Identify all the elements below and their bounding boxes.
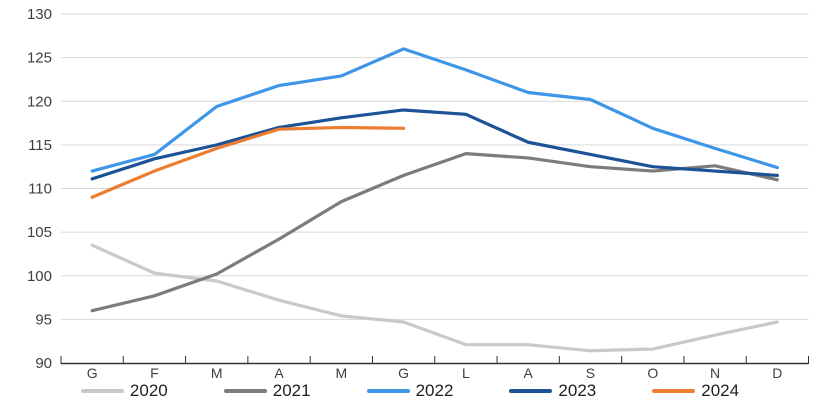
legend-item-2022: 2022 xyxy=(366,381,454,401)
legend-label: 2020 xyxy=(129,381,168,400)
y-axis-label: 95 xyxy=(35,311,52,328)
series-line-2020 xyxy=(90,243,779,353)
series-line-2021 xyxy=(90,152,779,313)
legend-item-2024: 2024 xyxy=(652,381,739,401)
plot-area: 90 95 100 105 110 115 120 125 130 G F M A M G L A S O N D xyxy=(27,6,809,381)
chart-legend: 2020 2021 2022 2023 2024 xyxy=(0,381,820,401)
legend-swatch xyxy=(223,388,267,394)
x-axis-label: F xyxy=(150,365,159,381)
x-axis-label: M xyxy=(211,365,223,381)
legend-swatch xyxy=(80,388,124,394)
y-axis-label: 120 xyxy=(27,93,52,110)
legend-item-2021: 2021 xyxy=(223,381,311,401)
x-axis-label: G xyxy=(398,365,409,381)
y-axis-label: 105 xyxy=(27,224,52,241)
legend-item-2023: 2023 xyxy=(509,381,596,401)
legend-label: 2024 xyxy=(701,381,740,400)
x-axis-label: L xyxy=(462,365,470,381)
legend-swatch xyxy=(366,388,410,394)
legend-label: 2023 xyxy=(558,381,597,400)
y-axis-label: 100 xyxy=(27,268,52,285)
x-axis-label: G xyxy=(87,365,98,381)
x-axis-label: D xyxy=(772,365,782,381)
series-line-2023 xyxy=(90,108,779,181)
x-axis-label: A xyxy=(274,365,284,381)
x-axis-label: M xyxy=(335,365,347,381)
x-axis-label: A xyxy=(524,365,534,381)
y-axis-label: 115 xyxy=(28,137,52,154)
series-line-2024 xyxy=(90,125,406,199)
y-axis-label: 110 xyxy=(28,181,52,198)
x-axis-label: N xyxy=(710,365,720,381)
x-axis-label: O xyxy=(647,365,658,381)
legend-label: 2021 xyxy=(272,381,311,400)
legend-item-2020: 2020 xyxy=(80,381,168,401)
legend-swatch xyxy=(652,388,696,394)
y-axis-label: 125 xyxy=(27,50,52,67)
legend-swatch xyxy=(509,388,553,394)
legend-label: 2022 xyxy=(415,381,454,400)
y-axis-label: 130 xyxy=(27,6,52,23)
series-line-2022 xyxy=(90,47,779,173)
y-axis-label: 90 xyxy=(35,355,52,372)
x-axis-label: S xyxy=(586,365,595,381)
